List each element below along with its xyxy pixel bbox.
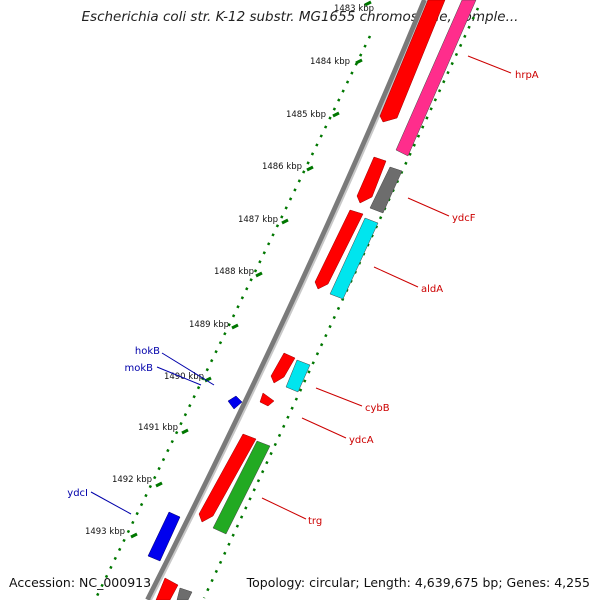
tick-1487 xyxy=(281,218,289,225)
connector-ydcF xyxy=(407,197,450,217)
gene-label-hokB: hokB xyxy=(135,346,160,357)
tick-label-1484: 1484 kbp xyxy=(310,57,350,67)
gene-blue-ydcI xyxy=(147,511,181,562)
gene-red-small xyxy=(259,392,275,407)
connector-ydcA xyxy=(301,417,347,439)
gene-red-cybB xyxy=(270,352,296,384)
connector-ydcI xyxy=(90,491,132,515)
connector-cybB xyxy=(315,387,363,407)
tick-label-1489: 1489 kbp xyxy=(189,320,229,330)
accession-text: Accession: NC_000913 xyxy=(9,575,152,590)
backbone-highlight xyxy=(150,0,429,600)
gene-red-ydcF xyxy=(356,156,387,204)
tick-1488 xyxy=(255,271,263,278)
connector-mokB xyxy=(156,366,202,386)
connector-aldA xyxy=(373,266,419,288)
connector-trg xyxy=(261,497,307,520)
gene-cyan-aldA xyxy=(329,217,379,300)
tick-1485 xyxy=(332,111,340,118)
gene-red-hrpA xyxy=(379,0,446,123)
gene-gray-bottom xyxy=(176,587,193,600)
gene-cyan-cybB xyxy=(285,359,311,393)
topology-text: Topology: circular; Length: 4,639,675 bp… xyxy=(246,575,590,590)
inner-dotted-ruler xyxy=(202,7,480,599)
tick-1493 xyxy=(130,532,138,539)
gene-red-aldA xyxy=(314,209,364,290)
gene-label-mokB: mokB xyxy=(124,363,153,374)
connector-hrpA xyxy=(467,55,512,74)
tick-label-1492: 1492 kbp xyxy=(112,475,152,485)
gene-blue-hokB xyxy=(227,395,243,410)
gene-label-cybB: cybB xyxy=(365,403,390,414)
gene-label-aldA: aldA xyxy=(421,284,443,295)
gene-label-hrpA: hrpA xyxy=(515,70,539,81)
tick-label-1485: 1485 kbp xyxy=(286,110,326,120)
tick-label-1483: 1483 kbp xyxy=(334,4,374,14)
tick-1491 xyxy=(181,428,189,435)
connector-hokB xyxy=(161,352,215,386)
tick-label-1486: 1486 kbp xyxy=(262,162,302,172)
tick-label-1487: 1487 kbp xyxy=(238,215,278,225)
gene-label-ydcI: ydcI xyxy=(67,488,88,499)
tick-label-1490: 1490 kbp xyxy=(164,372,204,382)
gene-label-ydcA: ydcA xyxy=(349,435,374,446)
label-connectors xyxy=(90,55,512,520)
tick-1483 xyxy=(364,0,372,7)
gene-red-bottom xyxy=(155,577,179,600)
gene-gray-ydcF xyxy=(369,166,403,214)
gene-red-trg xyxy=(198,433,257,523)
tick-1486 xyxy=(306,165,314,172)
map-title: Escherichia coli str. K-12 substr. MG165… xyxy=(81,9,519,25)
tick-label-1493: 1493 kbp xyxy=(85,527,125,537)
red-cds-track xyxy=(155,0,446,600)
tick-1484 xyxy=(355,58,363,65)
tick-1492 xyxy=(155,481,163,488)
blue-gene-track xyxy=(147,395,243,562)
gene-label-trg: trg xyxy=(308,516,322,527)
tick-1489 xyxy=(231,323,239,330)
inner-gene-track xyxy=(176,0,477,600)
gene-green-trg xyxy=(212,440,271,535)
gene-label-ydcF: ydcF xyxy=(452,213,476,224)
backbone-line xyxy=(145,0,428,600)
outer-dotted-ruler xyxy=(94,35,372,599)
tick-label-1488: 1488 kbp xyxy=(214,267,254,277)
tick-label-1491: 1491 kbp xyxy=(138,423,178,433)
gene-pink-hrpA xyxy=(395,0,477,157)
